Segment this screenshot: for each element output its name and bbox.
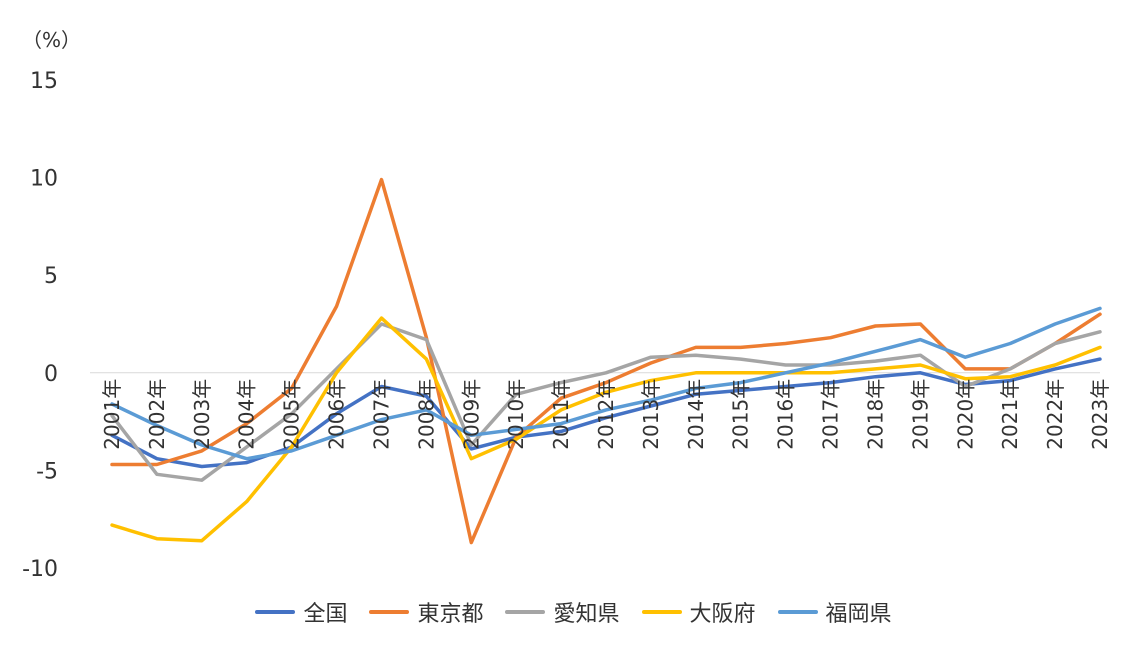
x-tick-label: 2021年 (998, 379, 1022, 450)
y-axis-unit-label: （%） (22, 28, 82, 52)
x-tick-label: 2006年 (325, 379, 349, 450)
series-line (110, 306, 1102, 461)
y-tick-label: 15 (30, 69, 58, 94)
x-tick-label: 2015年 (729, 379, 753, 450)
legend-label: 福岡県 (825, 602, 892, 627)
x-tick-label: 2011年 (549, 379, 573, 450)
y-tick-label: -10 (22, 557, 58, 582)
legend-item: 東京都 (369, 596, 483, 628)
legend-item: 福岡県 (777, 596, 892, 628)
legend-swatch (505, 610, 546, 614)
y-tick-label: 5 (44, 264, 58, 289)
series-lines (110, 177, 1102, 545)
legend-label: 愛知県 (553, 602, 620, 627)
series-line (110, 316, 1102, 543)
legend-swatch (369, 610, 410, 614)
x-tick-label: 2023年 (1088, 379, 1112, 450)
y-tick-label: -5 (36, 459, 58, 484)
legend-label: 大阪府 (689, 602, 756, 627)
x-tick-label: 2018年 (863, 379, 887, 450)
x-tick-label: 2004年 (235, 379, 259, 450)
legend-swatch (255, 610, 296, 614)
series-line (110, 177, 1102, 545)
x-tick-label: 2022年 (1043, 379, 1067, 450)
x-tick-label: 2005年 (280, 379, 304, 450)
x-tick-label: 2002年 (145, 379, 169, 450)
legend-item: 全国 (255, 596, 347, 628)
x-tick-label: 2003年 (190, 379, 214, 450)
x-tick-label: 2009年 (459, 379, 483, 450)
legend-swatch (777, 610, 818, 614)
legend-item: 大阪府 (641, 596, 756, 628)
legend-label: 東京都 (417, 602, 484, 627)
x-tick-label: 2007年 (369, 379, 393, 450)
x-tick-label: 2014年 (684, 379, 708, 450)
x-tick-labels: 2001年 2002年 2003年 2004年 2005年 2006年 2007年 2008年… (100, 379, 1112, 450)
series-line (110, 322, 1102, 482)
x-tick-label: 2020年 (953, 379, 977, 450)
legend: 全国 東京都 愛知県 大阪府 福岡県 (0, 596, 1147, 628)
x-tick-label: 2001年 (100, 379, 124, 450)
legend-item: 愛知県 (505, 596, 620, 628)
x-tick-label: 2010年 (504, 379, 528, 450)
legend-label: 全国 (303, 602, 348, 627)
x-tick-label: 2017年 (819, 379, 843, 450)
x-tick-label: 2016年 (774, 379, 798, 450)
legend-swatch (641, 610, 682, 614)
y-tick-label: 10 (30, 167, 58, 192)
y-tick-label: 0 (44, 362, 58, 387)
x-tick-label: 2008年 (414, 379, 438, 450)
x-tick-label: 2012年 (594, 379, 618, 450)
x-tick-label: 2013年 (639, 379, 663, 450)
x-tick-label: 2019年 (908, 379, 932, 450)
y-tick-labels: 15 10 5 0 -5 -10 (22, 69, 58, 582)
